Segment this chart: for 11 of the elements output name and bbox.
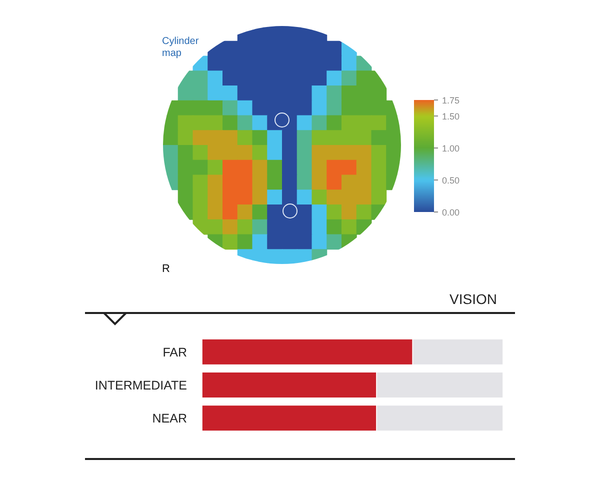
color-bar-label: 1.00: [442, 144, 460, 154]
y-tick-label: FAR: [162, 345, 187, 360]
color-bar-label: 1.50: [442, 112, 460, 122]
color-bar-label: 0.50: [442, 176, 460, 186]
color-bar-label: 0.00: [442, 208, 460, 218]
annotation: R: [162, 263, 170, 275]
y-tick-label: INTERMEDIATE: [94, 378, 187, 392]
chart-title: VISION: [450, 291, 497, 307]
text: Cylinder map: [162, 36, 200, 59]
y-tick-label: NEAR: [152, 412, 187, 426]
color-bar-label: 1.75: [442, 96, 460, 106]
